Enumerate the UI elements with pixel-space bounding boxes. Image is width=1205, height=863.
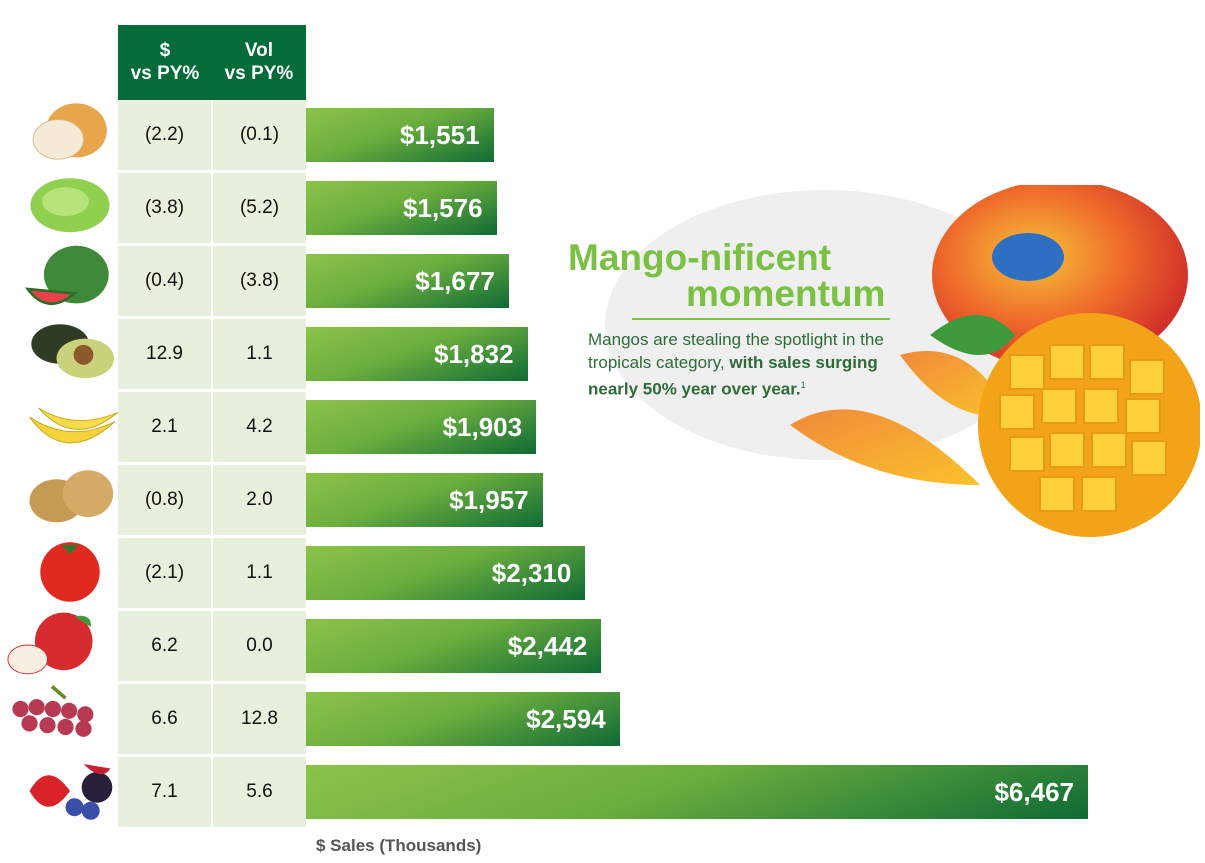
callout-title-line1: Mango-nificent [568, 237, 832, 278]
dollar-vs-py-cell: 6.6 [118, 684, 211, 754]
dollar-vs-py-cell: (2.1) [118, 538, 211, 608]
table-row: 12.9 1.1 [118, 319, 306, 389]
vol-vs-py-cell: 5.6 [211, 757, 306, 827]
bar-value-label: $1,677 [415, 265, 495, 296]
bar: $1,957 [306, 473, 543, 527]
bar-value-label: $2,442 [507, 630, 588, 661]
table-row: 6.6 12.8 [118, 684, 306, 754]
bar-value-label: $1,551 [400, 119, 480, 150]
dollar-vs-py-cell: 2.1 [118, 392, 211, 462]
dollar-vs-py-cell: 7.1 [118, 757, 211, 827]
header-vol-vs-py: Vol vs PY% [224, 39, 294, 84]
bar-value-label: $2,594 [526, 703, 606, 734]
vol-vs-py-cell: (0.1) [211, 100, 306, 170]
bar: $2,442 [306, 619, 602, 673]
table-row: (0.8) 2.0 [118, 465, 306, 535]
x-axis-label: $ Sales (Thousands) [316, 836, 482, 855]
dollar-vs-py-cell: 12.9 [118, 319, 211, 389]
table-row: (0.4) (3.8) [118, 246, 306, 316]
potato-icon [29, 470, 114, 523]
dollar-vs-py-cell: (2.2) [118, 100, 211, 170]
bar: $1,551 [306, 108, 494, 162]
callout-body-plain: Mangos are stealing the spotlight in the… [588, 330, 884, 372]
table-row: 2.1 4.2 [118, 392, 306, 462]
table-row: (2.2) (0.1) [118, 100, 306, 170]
vol-vs-py-cell: 0.0 [211, 611, 306, 681]
bar: $1,677 [306, 254, 509, 308]
table-header: $ vs PY% Vol vs PY% [118, 25, 306, 100]
bar: $1,832 [306, 327, 528, 381]
table-row: (2.1) 1.1 [118, 538, 306, 608]
vol-vs-py-cell: 1.1 [211, 319, 306, 389]
vol-vs-py-cell: 2.0 [211, 465, 306, 535]
bar: $6,467 [306, 765, 1088, 819]
table-row: 6.2 0.0 [118, 611, 306, 681]
footnote-marker: 1 [800, 380, 806, 390]
bar-value-label: $2,310 [491, 557, 572, 588]
table-row: (3.8) (5.2) [118, 173, 306, 243]
table-row: 7.1 5.6 [118, 757, 306, 827]
callout-title-line2: momentum [686, 273, 886, 314]
vol-vs-py-cell: (5.2) [211, 173, 306, 243]
grapes-icon [12, 685, 94, 737]
bar-value-label: $1,832 [433, 338, 514, 369]
lettuce-icon [30, 178, 110, 233]
berries-icon [29, 764, 113, 820]
bar: $1,903 [306, 400, 537, 454]
callout-body: Mangos are stealing the spotlight in the… [588, 328, 888, 401]
tomato-icon [40, 542, 100, 602]
bar-value-label: $1,957 [449, 484, 529, 515]
dollar-vs-py-cell: 6.2 [118, 611, 211, 681]
vol-vs-py-cell: 4.2 [211, 392, 306, 462]
callout-body-bold: with sales surging nearly 50% year over … [588, 353, 878, 399]
bar-value-label: $1,903 [442, 411, 523, 442]
callout-divider [632, 318, 890, 320]
watermelon-icon [24, 245, 109, 305]
dollar-vs-py-cell: (3.8) [118, 173, 211, 243]
header-dollar-vs-py: $ vs PY% [130, 39, 200, 84]
apple-icon [7, 612, 93, 675]
vol-vs-py-cell: 12.8 [211, 684, 306, 754]
avocado-icon [31, 324, 115, 379]
onion-icon [32, 103, 107, 160]
banana-icon [29, 407, 118, 444]
bar-value-label: $6,467 [994, 776, 1074, 807]
dollar-vs-py-cell: (0.4) [118, 246, 211, 316]
vol-vs-py-cell: (3.8) [211, 246, 306, 316]
callout-title: Mango-nificent momentum [568, 237, 898, 314]
bar: $2,594 [306, 692, 620, 746]
bar: $2,310 [306, 546, 586, 600]
bar: $1,576 [306, 181, 497, 235]
dollar-vs-py-cell: (0.8) [118, 465, 211, 535]
mango-illustration [790, 185, 1200, 537]
vol-vs-py-cell: 1.1 [211, 538, 306, 608]
bar-value-label: $1,576 [403, 192, 483, 223]
